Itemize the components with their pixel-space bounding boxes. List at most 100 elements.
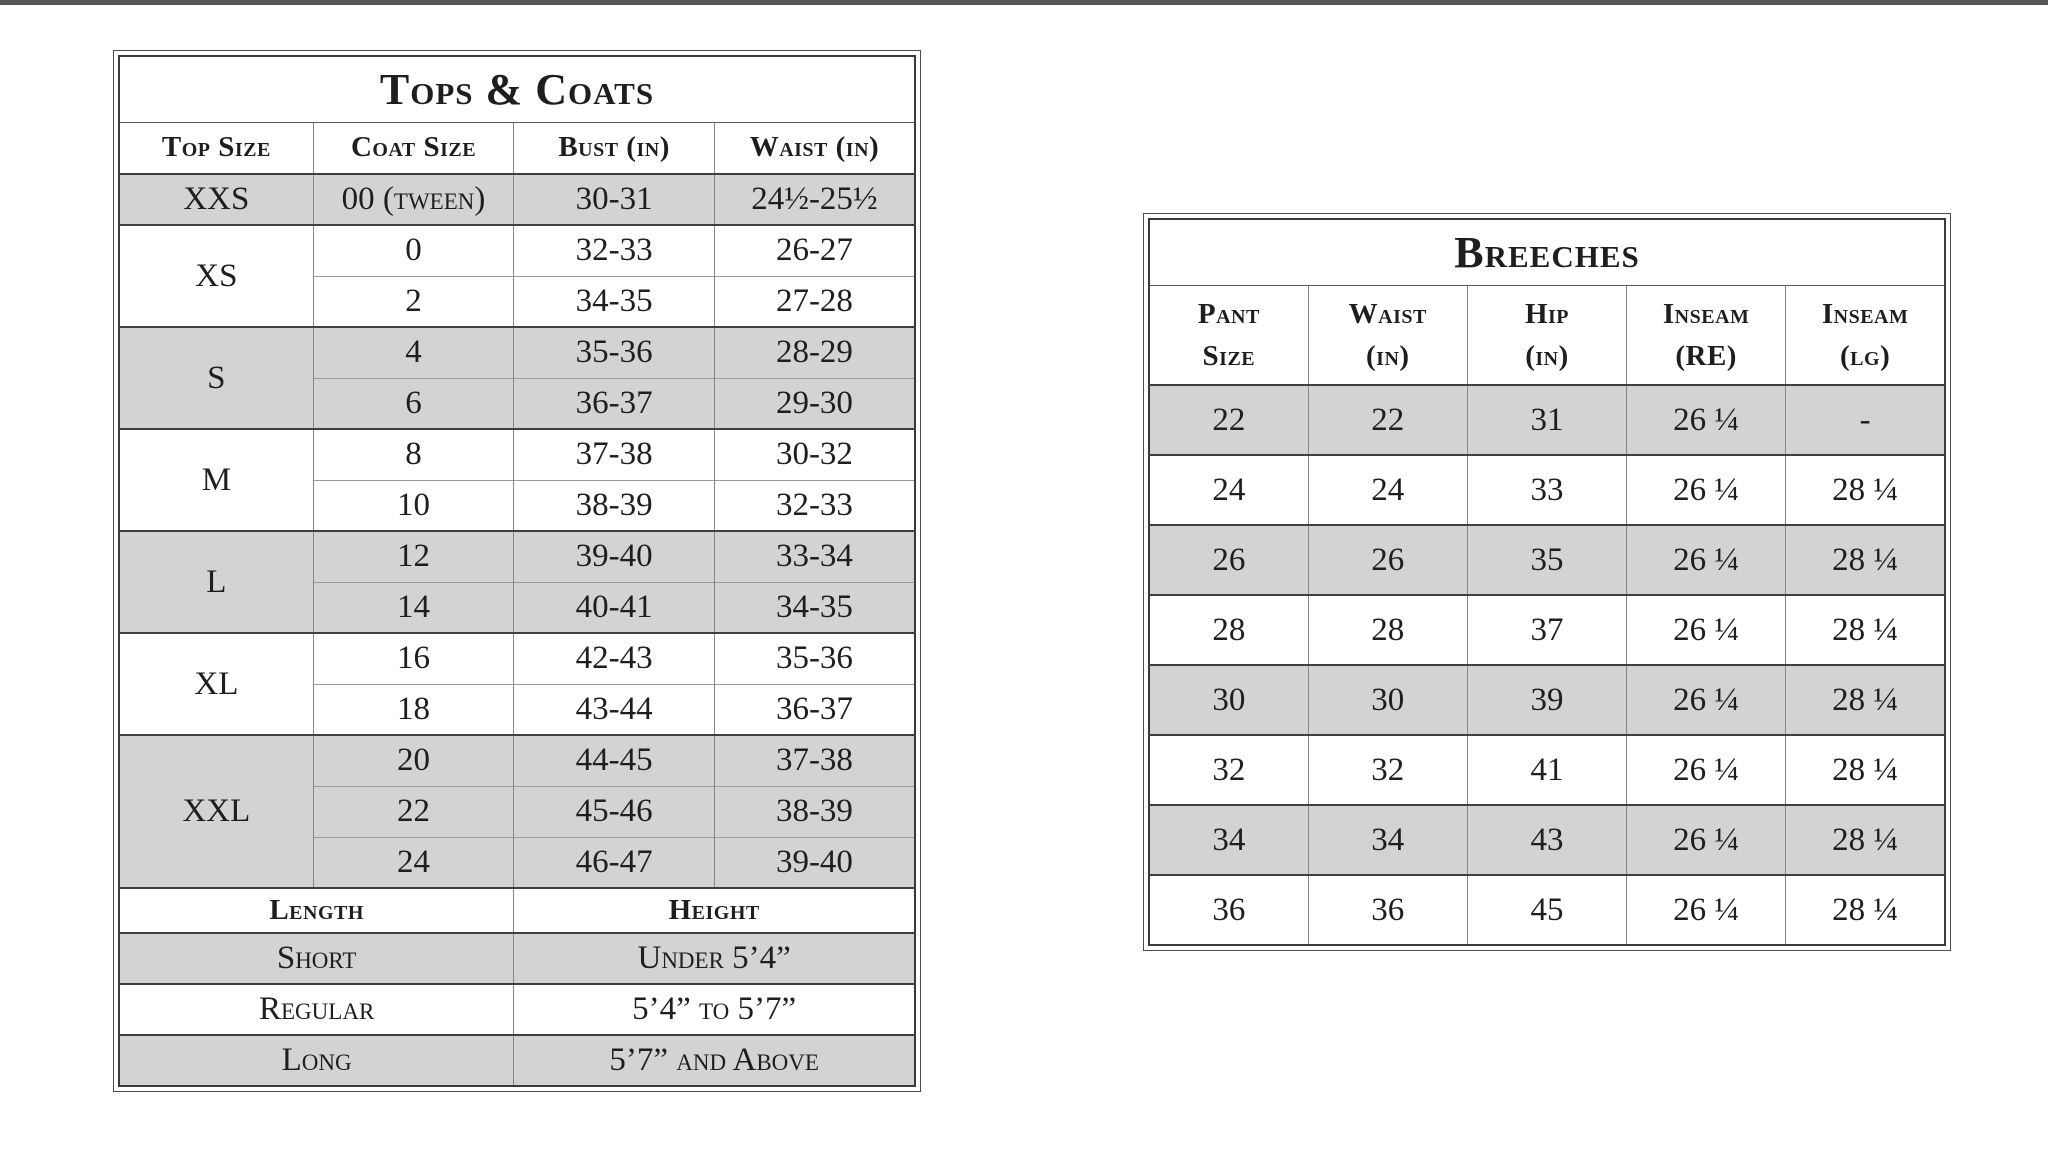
inseam-lg-value: 28 ¼ — [1785, 804, 1946, 875]
table-row: 18 43-44 36-37 — [119, 683, 916, 735]
length-value: Regular — [118, 983, 515, 1035]
waist-value: 39-40 — [713, 836, 916, 888]
waist-value: 29-30 — [713, 377, 916, 429]
waist-value: 34-35 — [713, 581, 916, 633]
bust-value: 39-40 — [513, 530, 715, 582]
table-row: 30 30 39 26 ¼ 28 ¼ — [1148, 664, 1946, 735]
top-size-label: M — [118, 428, 314, 531]
table-row: 26 26 35 26 ¼ 28 ¼ — [1148, 524, 1946, 595]
inseam-re-value: 26 ¼ — [1626, 804, 1787, 875]
inseam-re-value: 26 ¼ — [1626, 524, 1787, 595]
inseam-lg-value: 28 ¼ — [1785, 874, 1946, 945]
col-header-hip-in: Hip (in) — [1466, 285, 1628, 385]
hip-value: 45 — [1466, 874, 1628, 945]
waist-value: 37-38 — [713, 734, 916, 786]
waist-value: 24½-25½ — [713, 173, 916, 225]
col-header-inseam-lg: Inseam (lg) — [1785, 285, 1946, 385]
table-row: 24 46-47 39-40 — [119, 836, 916, 888]
waist-value: 30 — [1307, 664, 1468, 735]
coat-size-value: 4 — [312, 326, 515, 378]
breeches-panel: Breeches Pant Size Waist (in) Hip (in) I… — [1143, 213, 1951, 951]
pant-size-value: 34 — [1148, 804, 1309, 875]
col-header-waist: Waist (in) — [713, 122, 916, 174]
inseam-lg-value: 28 ¼ — [1785, 454, 1946, 525]
pant-size-value: 30 — [1148, 664, 1309, 735]
table-row: Length Height — [118, 887, 916, 933]
col-header-line: (lg) — [1840, 339, 1891, 372]
pant-size-value: 26 — [1148, 524, 1309, 595]
col-header-line: Waist — [1348, 297, 1427, 330]
hip-value: 35 — [1466, 524, 1628, 595]
bust-value: 35-36 — [513, 326, 715, 378]
hip-value: 33 — [1466, 454, 1628, 525]
table-row: Short Under 5’4” — [118, 932, 916, 984]
bust-value: 36-37 — [513, 377, 715, 429]
table-row: XS 0 32-33 26-27 — [118, 224, 916, 327]
breeches-table: Breeches Pant Size Waist (in) Hip (in) I… — [1148, 218, 1946, 946]
pant-size-value: 24 — [1148, 454, 1309, 525]
pant-size-value: 22 — [1148, 384, 1309, 455]
waist-value: 34 — [1307, 804, 1468, 875]
col-header-line: (in) — [1366, 339, 1410, 372]
top-size-label: L — [118, 530, 314, 633]
inseam-lg-value: 28 ¼ — [1785, 734, 1946, 805]
table-row: 36 36 45 26 ¼ 28 ¼ — [1148, 874, 1946, 945]
table-row: L 12 39-40 33-34 — [118, 530, 916, 633]
inseam-re-value: 26 ¼ — [1626, 734, 1787, 805]
inseam-re-value: 26 ¼ — [1626, 664, 1787, 735]
hip-value: 43 — [1466, 804, 1628, 875]
waist-value: 24 — [1307, 454, 1468, 525]
table-row: XXS 00 (tween) 30-31 24½-25½ — [118, 173, 916, 225]
tops-coats-panel: Tops & Coats Top Size Coat Size Bust (in… — [113, 50, 921, 1092]
pant-size-value: 36 — [1148, 874, 1309, 945]
inseam-re-value: 26 ¼ — [1626, 384, 1787, 455]
waist-value: 36-37 — [713, 683, 916, 735]
bust-value: 44-45 — [513, 734, 715, 786]
height-value: 5’4” to 5’7” — [513, 983, 916, 1035]
table-row: 10 38-39 32-33 — [119, 479, 916, 531]
coat-size-value: 14 — [312, 581, 515, 633]
inseam-lg-value: 28 ¼ — [1785, 524, 1946, 595]
pant-size-value: 28 — [1148, 594, 1309, 665]
table-row: 22 45-46 38-39 — [119, 785, 916, 837]
coat-size-value: 0 — [312, 224, 515, 276]
coat-size-value: 24 — [312, 836, 515, 888]
top-size-label: XL — [118, 632, 314, 735]
table-row: S 4 35-36 28-29 — [118, 326, 916, 429]
col-header-line: (RE) — [1675, 339, 1737, 372]
inseam-re-value: 26 ¼ — [1626, 454, 1787, 525]
coat-size-value: 8 — [312, 428, 515, 480]
length-section-header: Length — [118, 887, 515, 933]
bust-value: 45-46 — [513, 785, 715, 837]
waist-value: 26 — [1307, 524, 1468, 595]
table-row: Long 5’7” and Above — [118, 1034, 916, 1086]
waist-value: 22 — [1307, 384, 1468, 455]
coat-size-value: 20 — [312, 734, 515, 786]
hip-value: 31 — [1466, 384, 1628, 455]
col-header-coat-size: Coat Size — [312, 122, 515, 174]
waist-value: 27-28 — [713, 275, 916, 327]
col-header-line: Pant — [1197, 297, 1260, 330]
table-row: Regular 5’4” to 5’7” — [118, 983, 916, 1035]
table-row: XL 16 42-43 35-36 — [118, 632, 916, 735]
bust-value: 38-39 — [513, 479, 715, 531]
col-header-line: (in) — [1525, 339, 1569, 372]
table-row: 24 24 33 26 ¼ 28 ¼ — [1148, 454, 1946, 525]
bust-value: 46-47 — [513, 836, 715, 888]
inseam-lg-value: - — [1785, 384, 1946, 455]
table-row: 6 36-37 29-30 — [119, 377, 916, 429]
table-row: XXL 20 44-45 37-38 — [118, 734, 916, 888]
hip-value: 37 — [1466, 594, 1628, 665]
waist-value: 36 — [1307, 874, 1468, 945]
coat-size-value: 10 — [312, 479, 515, 531]
window-top-bar — [0, 0, 2048, 5]
top-size-label: XXS — [118, 173, 314, 225]
waist-value: 30-32 — [713, 428, 916, 480]
top-size-label: XS — [118, 224, 314, 327]
coat-size-value: 22 — [312, 785, 515, 837]
table-row: 2 34-35 27-28 — [119, 275, 916, 327]
col-header-line: Inseam — [1821, 297, 1909, 330]
table-row: 32 32 41 26 ¼ 28 ¼ — [1148, 734, 1946, 805]
waist-value: 33-34 — [713, 530, 916, 582]
waist-value: 28-29 — [713, 326, 916, 378]
